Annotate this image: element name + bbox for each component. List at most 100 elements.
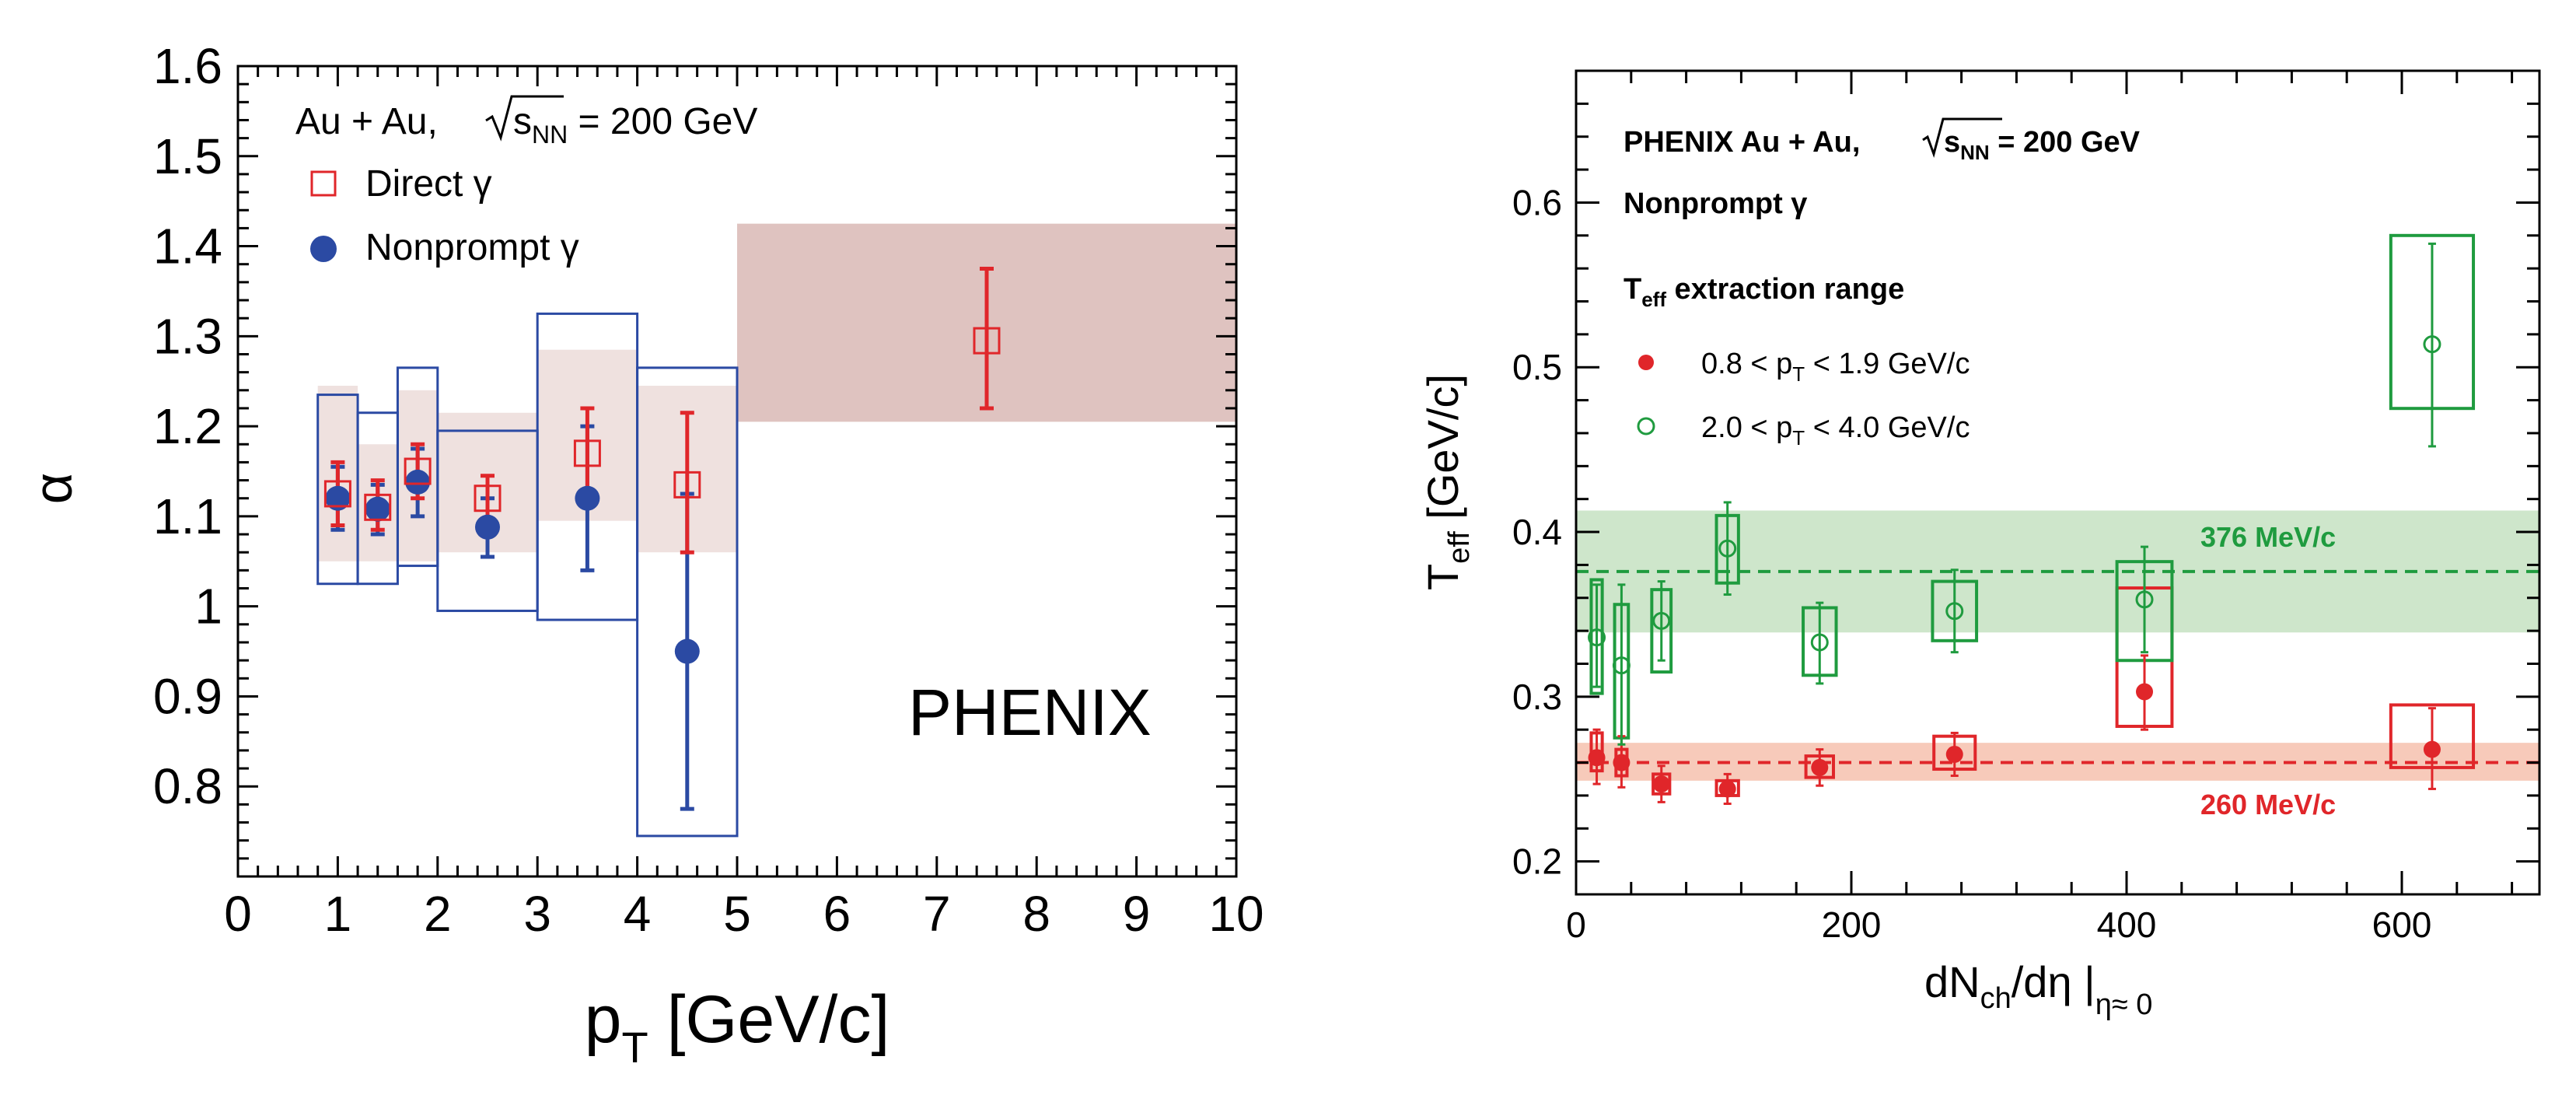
right-legend-sqrt-sign — [1922, 117, 2002, 158]
nonprompt-sys-box-5 — [636, 366, 739, 838]
low-point-1 — [1613, 754, 1631, 771]
left-x-tick-label-4: 4 — [624, 886, 652, 942]
left-y-tick-label-1: 0.9 — [153, 668, 222, 724]
left-y-tick-label-6: 1.4 — [153, 219, 222, 275]
high-sys-box-0 — [1589, 578, 1604, 695]
legend-direct-marker — [310, 170, 337, 197]
legend-direct-label: Direct γ — [365, 163, 492, 205]
direct-point-6 — [973, 327, 1001, 355]
direct-point-0 — [323, 480, 351, 508]
left-x-axis-label: pT [GeV/c] — [585, 982, 890, 1072]
left-nonprompt-systematic-boxes — [316, 312, 739, 838]
right-plot-frame — [1575, 69, 2541, 896]
left-y-tick-label-2: 1 — [194, 579, 222, 635]
right-legend-sqrt-s: sNN = 200 GeV — [1944, 126, 2141, 164]
right-y-tick-labels: 0.2 0.3 0.4 0.5 0.6 — [1512, 182, 1562, 881]
low-point-2 — [1652, 775, 1670, 793]
high-point-0 — [1588, 628, 1606, 647]
legend-nonprompt-marker — [310, 236, 337, 262]
left-data-points — [323, 327, 1001, 664]
high-point-1 — [1612, 656, 1631, 675]
high-point-2 — [1652, 611, 1671, 630]
low-point-5 — [1945, 745, 1963, 763]
low-point-6 — [2136, 683, 2154, 701]
legend-low-marker — [1638, 355, 1654, 370]
right-legend-range-title: Teff extraction range — [1624, 273, 1904, 311]
right-x-tick-label-0: 0 — [1566, 904, 1586, 945]
left-y-tick-label-3: 1.1 — [153, 488, 222, 544]
left-legend-sqrt-s: sNN = 200 GeV — [513, 101, 757, 149]
left-x-tick-label-6: 6 — [823, 886, 851, 942]
legend-high-marker — [1637, 417, 1655, 436]
right-x-axis-label: dNch/dη |η≈ 0 — [1924, 957, 2152, 1021]
nonprompt-point-0 — [325, 485, 351, 511]
left-x-tick-labels: 0 1 2 3 4 5 6 7 8 9 10 — [224, 886, 1264, 942]
left-y-tick-label-5: 1.3 — [153, 308, 222, 364]
left-legend-sqrt-sign — [485, 95, 564, 142]
direct-point-4 — [573, 439, 601, 467]
right-y-tick-label-4: 0.6 — [1512, 182, 1562, 222]
left-legend: Au + Au, sNN = 200 GeV Direct γ Nonpromp… — [295, 95, 757, 268]
left-x-tick-label-10: 10 — [1208, 886, 1264, 942]
right-legend-subtitle: Nonprompt γ — [1624, 187, 1807, 220]
right-fit-bands — [1576, 510, 2539, 781]
left-axis-ticks — [236, 65, 1238, 878]
right-y-tick-label-2: 0.4 — [1512, 512, 1562, 552]
high-point-6 — [2135, 590, 2154, 609]
right-axis-ticks — [1575, 69, 2539, 896]
direct-point-5 — [673, 471, 701, 499]
left-x-tick-label-8: 8 — [1022, 886, 1050, 942]
right-x-tick-label-2: 400 — [2097, 904, 2157, 945]
left-x-tick-label-5: 5 — [723, 886, 751, 942]
left-y-tick-labels: 0.8 0.9 1 1.1 1.2 1.3 1.4 1.5 1.6 — [153, 38, 222, 814]
right-x-tick-label-3: 600 — [2372, 904, 2432, 945]
nonprompt-point-3 — [475, 514, 500, 540]
nonprompt-point-5 — [674, 638, 700, 664]
left-y-tick-label-0: 0.8 — [153, 758, 222, 814]
left-y-tick-label-4: 1.2 — [153, 398, 222, 454]
right-y-axis-label: Teff [GeV/c] — [1418, 374, 1476, 590]
high-point-4 — [1810, 633, 1829, 652]
right-legend-title: PHENIX Au + Au, — [1624, 126, 1860, 159]
right-y-tick-label-1: 0.3 — [1512, 677, 1562, 717]
low-point-4 — [1811, 758, 1829, 776]
direct-point-2 — [404, 457, 432, 485]
left-x-tick-label-2: 2 — [424, 886, 452, 942]
right-x-tick-labels: 0 200 400 600 — [1566, 904, 2431, 945]
right-y-tick-label-3: 0.5 — [1512, 347, 1562, 387]
high-point-7 — [2423, 335, 2441, 354]
right-chart-panel: 0 200 400 600 0.2 0.3 0.4 0.5 0.6 376 MeV/c 260… — [1418, 69, 2541, 1021]
nonprompt-point-4 — [575, 485, 600, 511]
left-legend-title: Au + Au, — [295, 101, 438, 142]
legend-high-label: 2.0 < pT < 4.0 GeV/c — [1701, 411, 1970, 450]
left-x-tick-label-0: 0 — [224, 886, 252, 942]
low-point-7 — [2423, 740, 2441, 758]
right-y-tick-label-0: 0.2 — [1512, 841, 1562, 882]
low-point-0 — [1588, 749, 1606, 767]
left-y-axis-label: α — [23, 473, 83, 504]
nonprompt-point-2 — [405, 469, 431, 495]
left-y-tick-label-8: 1.6 — [153, 38, 222, 94]
left-y-tick-label-7: 1.5 — [153, 128, 222, 184]
direct-point-1 — [364, 493, 392, 521]
phenix-watermark: PHENIX — [908, 676, 1152, 749]
low-point-3 — [1718, 780, 1736, 798]
fit-band-high — [1576, 510, 2539, 633]
high-point-3 — [1718, 539, 1737, 558]
high-point-5 — [1945, 602, 1964, 621]
fit-label-low: 260 MeV/c — [2200, 789, 2336, 820]
right-legend: PHENIX Au + Au, sNN = 200 GeV Nonprompt … — [1624, 117, 2141, 450]
legend-nonprompt-label: Nonprompt γ — [365, 227, 579, 268]
left-x-tick-label-9: 9 — [1123, 886, 1151, 942]
legend-low-label: 0.8 < pT < 1.9 GeV/c — [1701, 348, 1970, 386]
direct-point-3 — [474, 485, 502, 513]
right-data-points — [1588, 335, 2441, 798]
left-x-tick-label-7: 7 — [923, 886, 951, 942]
left-x-tick-label-1: 1 — [324, 886, 352, 942]
left-chart-panel: 0 1 2 3 4 5 6 7 8 9 10 0.8 0.9 1 1.1 1.2 1.3 1.4 1.5 1.6 α… — [23, 38, 1264, 1072]
right-x-tick-label-1: 200 — [1822, 904, 1882, 945]
left-x-tick-label-3: 3 — [523, 886, 551, 942]
fit-band-low — [1576, 743, 2539, 781]
nonprompt-point-1 — [365, 496, 390, 522]
